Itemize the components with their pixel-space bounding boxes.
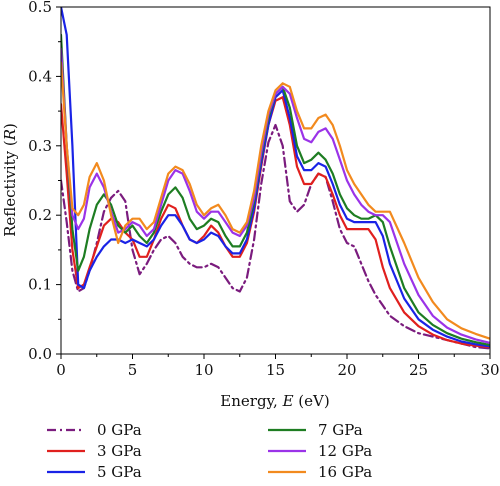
x-tick-label: 0 — [56, 361, 66, 379]
x-tick-label: 30 — [480, 361, 499, 379]
y-tick-label: 0.1 — [28, 276, 52, 294]
y-tick-label: 0.5 — [28, 0, 52, 16]
series-line-16-gpa — [61, 61, 490, 340]
series-layer — [61, 7, 490, 350]
legend-item: 5 GPa — [47, 463, 142, 481]
legend-label: 16 GPa — [318, 463, 372, 481]
legend-label: 7 GPa — [318, 421, 363, 439]
legend-item: 12 GPa — [268, 442, 372, 460]
legend-label: 0 GPa — [97, 421, 142, 439]
y-tick-label: 0.4 — [28, 67, 52, 85]
x-tick-label: 25 — [409, 361, 428, 379]
x-tick-label: 20 — [337, 361, 356, 379]
series-line-3-gpa — [61, 96, 490, 349]
y-tick-label: 0.0 — [28, 345, 52, 363]
legend-label: 3 GPa — [97, 442, 142, 460]
legend: 0 GPa 7 GPa 3 GPa 12 GPa 5 GPa 16 GPa — [47, 421, 372, 481]
series-line-12-gpa — [61, 47, 490, 344]
legend-label: 12 GPa — [318, 442, 372, 460]
legend-item: 3 GPa — [47, 442, 142, 460]
x-tick-label: 10 — [194, 361, 213, 379]
legend-item: 0 GPa — [47, 421, 142, 439]
y-axis-title: Reflectivity (R) — [1, 123, 19, 237]
series-line-0-gpa — [61, 123, 490, 350]
x-axis-title: Energy, E (eV) — [220, 392, 329, 410]
legend-label: 5 GPa — [97, 463, 142, 481]
legend-item: 7 GPa — [268, 421, 363, 439]
y-tick-label: 0.2 — [28, 206, 52, 224]
legend-item: 16 GPa — [268, 463, 372, 481]
x-tick-label: 15 — [266, 361, 285, 379]
axes-layer: 0 5 10 15 20 25 30 0.0 0.1 0.2 0.3 0.4 0.5 — [28, 0, 499, 379]
y-tick-label: 0.3 — [28, 137, 52, 155]
x-tick-label: 5 — [128, 361, 138, 379]
